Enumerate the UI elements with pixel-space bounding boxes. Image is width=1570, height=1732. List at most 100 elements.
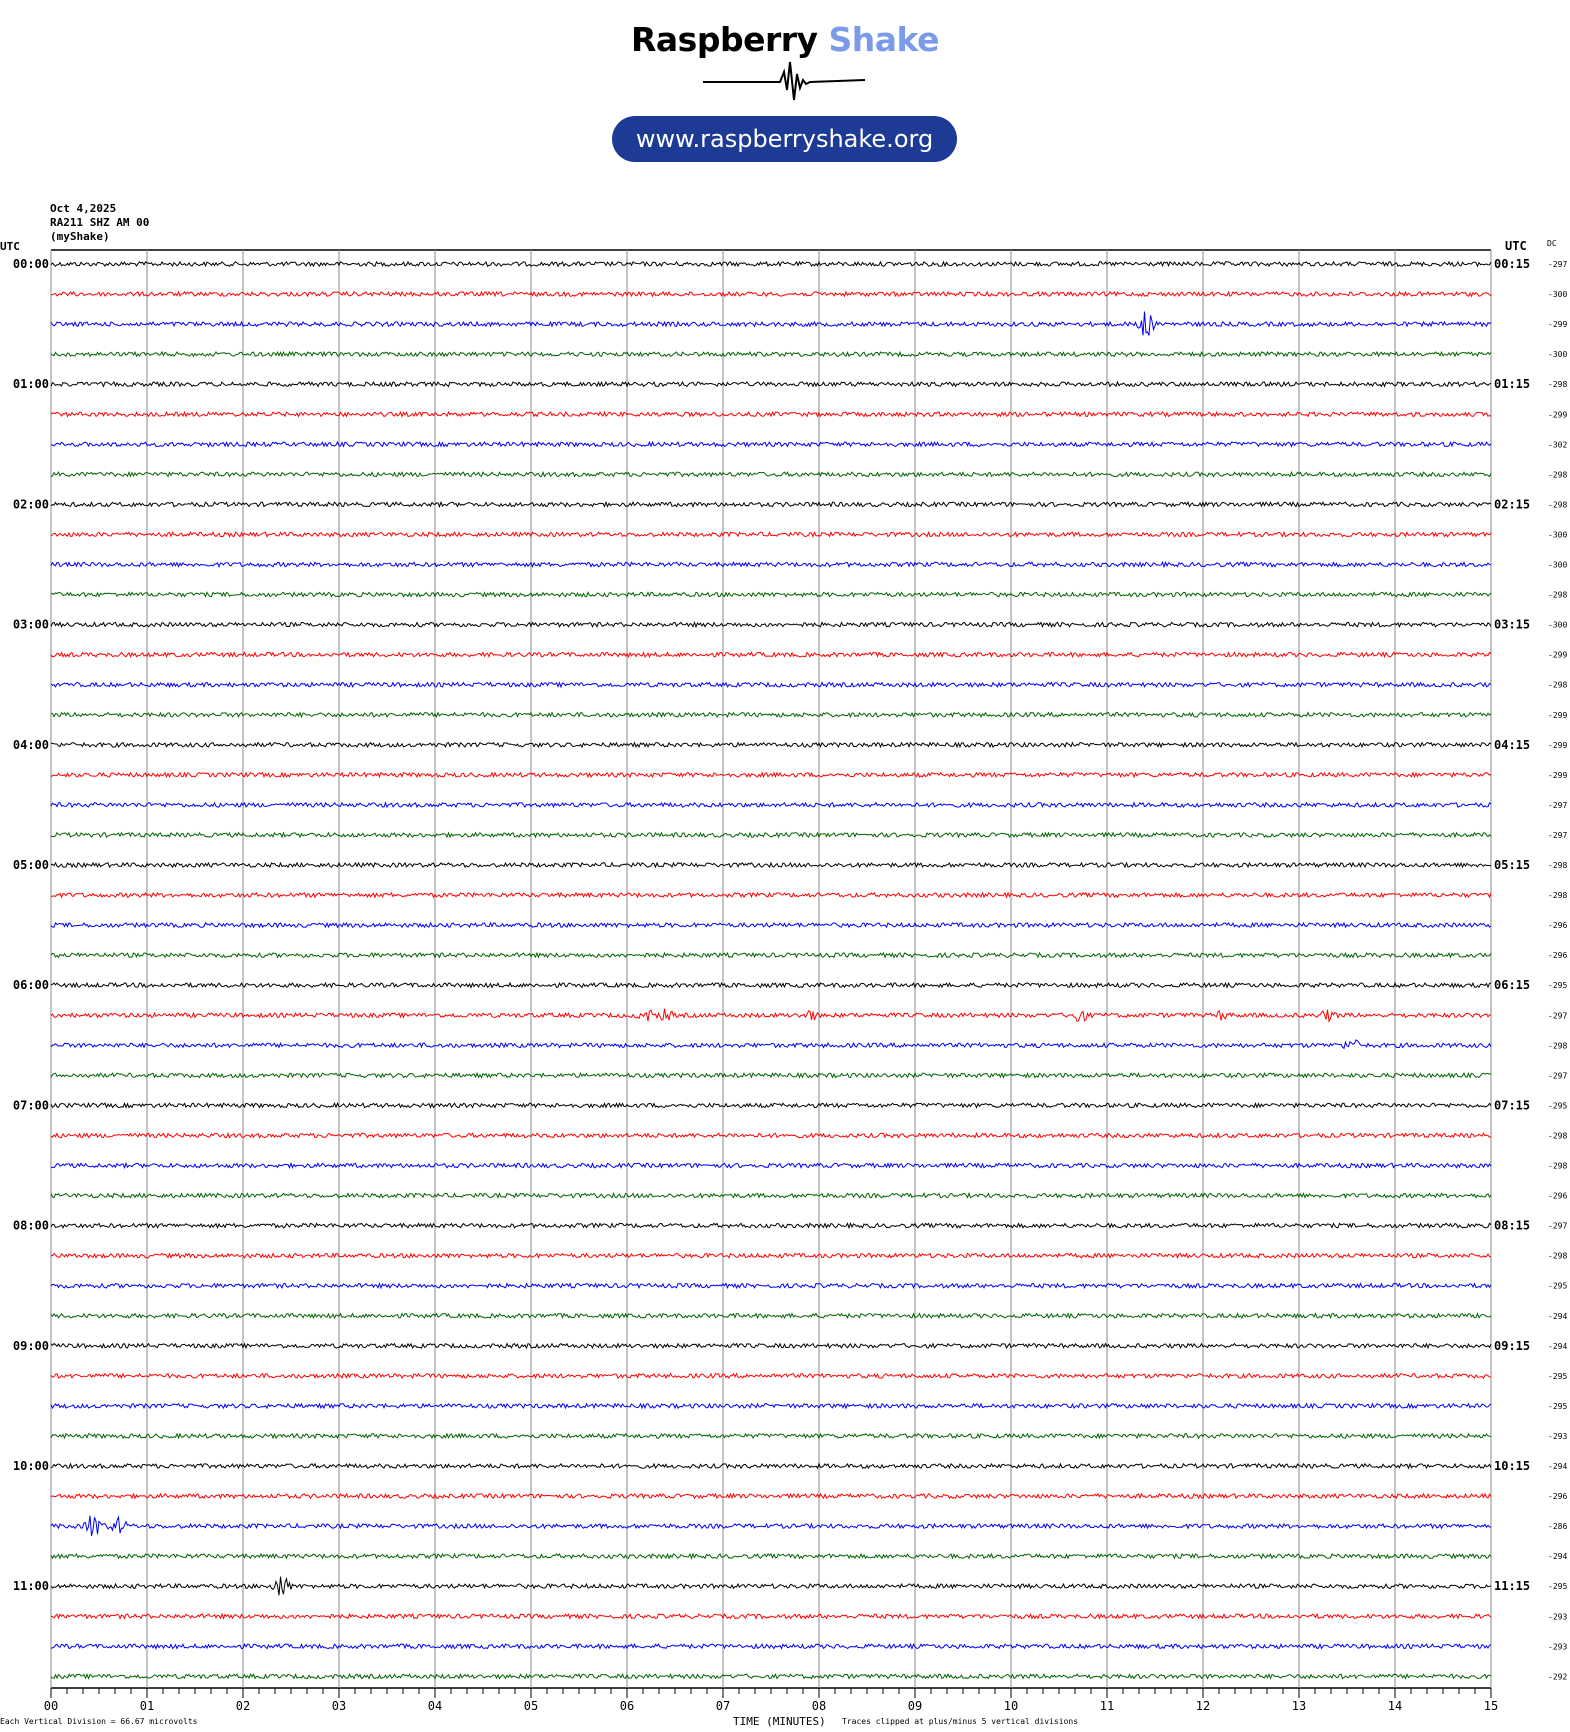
seismic-trace bbox=[50, 380, 1492, 388]
dc-offset-value: -293 bbox=[1548, 1612, 1567, 1621]
dc-offset-value: -300 bbox=[1548, 530, 1567, 539]
website-link[interactable]: www.raspberryshake.org bbox=[612, 116, 957, 162]
dc-offset-value: -299 bbox=[1548, 741, 1567, 750]
right-hour-label: 03:15 bbox=[1494, 618, 1530, 632]
x-tick-label: 04 bbox=[428, 1699, 442, 1713]
dc-offset-value: -298 bbox=[1548, 591, 1567, 600]
right-hour-label: 09:15 bbox=[1494, 1339, 1530, 1353]
seismic-trace bbox=[50, 1008, 1491, 1023]
dc-offset-value: -298 bbox=[1548, 500, 1567, 509]
seismic-trace bbox=[50, 771, 1492, 779]
dc-offset-value: -297 bbox=[1548, 831, 1567, 840]
dc-offset-value: -298 bbox=[1548, 380, 1567, 389]
left-hour-label: 10:00 bbox=[13, 1459, 49, 1473]
seismic-trace bbox=[50, 1131, 1492, 1139]
x-tick-label: 09 bbox=[908, 1699, 922, 1713]
seismic-trace bbox=[50, 1252, 1492, 1260]
right-hour-label: 07:15 bbox=[1494, 1098, 1530, 1112]
right-hour-label: 02:15 bbox=[1494, 497, 1530, 511]
dc-offset-value: -297 bbox=[1548, 1011, 1567, 1020]
seismic-trace bbox=[50, 951, 1492, 959]
dc-offset-value: -296 bbox=[1548, 1492, 1567, 1501]
x-tick-label: 15 bbox=[1484, 1699, 1498, 1713]
seismic-trace bbox=[50, 470, 1492, 478]
seismic-trace bbox=[50, 1432, 1492, 1440]
left-hour-label: 06:00 bbox=[13, 978, 49, 992]
seismic-trace bbox=[50, 290, 1492, 298]
left-hour-label: 01:00 bbox=[13, 377, 49, 391]
right-hour-label: 10:15 bbox=[1494, 1459, 1530, 1473]
clip-note: Traces clipped at plus/minus 5 vertical … bbox=[842, 1717, 1079, 1726]
dc-offset-value: -296 bbox=[1548, 951, 1567, 960]
right-hour-label: 08:15 bbox=[1494, 1219, 1530, 1233]
dc-offset-value: -298 bbox=[1548, 1131, 1567, 1140]
dc-offset-value: -297 bbox=[1548, 260, 1567, 269]
dc-offset-value: -298 bbox=[1548, 1041, 1567, 1050]
dc-offset-value: -295 bbox=[1548, 1402, 1567, 1411]
dc-offset-value: -299 bbox=[1548, 410, 1567, 419]
seismic-trace bbox=[50, 1221, 1492, 1230]
seismic-trace bbox=[50, 801, 1492, 809]
x-tick-label: 00 bbox=[44, 1699, 58, 1713]
x-tick-label: 01 bbox=[140, 1699, 154, 1713]
x-tick-label: 03 bbox=[332, 1699, 346, 1713]
seismic-trace bbox=[50, 1101, 1492, 1109]
seismic-trace bbox=[50, 711, 1492, 719]
seismic-trace bbox=[50, 1342, 1492, 1350]
dc-offset-value: -295 bbox=[1548, 981, 1567, 990]
seismic-trace bbox=[50, 1492, 1492, 1500]
seismic-trace bbox=[50, 530, 1492, 538]
seismic-trace bbox=[50, 891, 1492, 899]
x-tick-label: 07 bbox=[716, 1699, 730, 1713]
dc-offset-value: -299 bbox=[1548, 320, 1567, 329]
dc-offset-value: -299 bbox=[1548, 771, 1567, 780]
dc-offset-value: -286 bbox=[1548, 1522, 1567, 1531]
x-tick-label: 13 bbox=[1292, 1699, 1306, 1713]
dc-offset-value: -296 bbox=[1548, 921, 1567, 930]
logo-waveform-icon bbox=[703, 61, 866, 101]
dc-offset-value: -298 bbox=[1548, 1252, 1567, 1261]
dc-offset-value: -300 bbox=[1548, 621, 1567, 630]
logo-word-shake: Shake bbox=[828, 20, 940, 59]
dc-offset-value: -295 bbox=[1548, 1582, 1567, 1591]
seismic-trace bbox=[51, 1642, 1492, 1651]
seismic-trace bbox=[50, 1071, 1492, 1079]
left-hour-label: 03:00 bbox=[13, 618, 49, 632]
x-tick-label: 12 bbox=[1196, 1699, 1210, 1713]
seismic-trace bbox=[50, 861, 1492, 869]
dc-offset-value: -300 bbox=[1548, 561, 1567, 570]
dc-offset-value: -295 bbox=[1548, 1282, 1567, 1291]
seismic-trace bbox=[50, 1312, 1492, 1320]
seismic-trace bbox=[50, 651, 1492, 659]
dc-offset-value: -295 bbox=[1548, 1101, 1567, 1110]
seismic-trace bbox=[50, 591, 1492, 598]
dc-offset-value: -300 bbox=[1548, 350, 1567, 359]
dc-offset-value: -297 bbox=[1548, 1071, 1567, 1080]
seismic-trace bbox=[50, 981, 1492, 989]
dc-offset-value: -293 bbox=[1548, 1642, 1567, 1651]
left-hour-label: 09:00 bbox=[13, 1339, 49, 1353]
x-tick-label: 14 bbox=[1388, 1699, 1402, 1713]
right-hour-label: 06:15 bbox=[1494, 978, 1530, 992]
seismic-trace bbox=[50, 621, 1492, 629]
left-hour-label: 11:00 bbox=[13, 1579, 49, 1593]
seismic-trace bbox=[50, 741, 1492, 749]
logo-title: Raspberry Shake bbox=[0, 20, 1570, 59]
left-hour-label: 02:00 bbox=[13, 497, 49, 511]
date-label: Oct 4,2025 bbox=[50, 202, 117, 215]
dc-offset-value: -298 bbox=[1548, 470, 1567, 479]
left-hour-label: 07:00 bbox=[13, 1098, 49, 1112]
dc-offset-value: -299 bbox=[1548, 711, 1567, 720]
dc-offset-value: -294 bbox=[1548, 1342, 1567, 1351]
seismic-trace bbox=[50, 311, 1492, 336]
dc-offset-value: -294 bbox=[1548, 1552, 1567, 1561]
left-hour-label: 00:00 bbox=[13, 257, 49, 271]
right-utc-title: UTC bbox=[1505, 239, 1527, 253]
dc-offset-value: -298 bbox=[1548, 1162, 1567, 1171]
x-axis-title: TIME (MINUTES) bbox=[733, 1715, 826, 1728]
scale-note: Each Vertical Division = 66.67 microvolt… bbox=[0, 1717, 198, 1726]
left-utc-title: UTC bbox=[0, 240, 20, 253]
seismic-trace bbox=[50, 1372, 1492, 1380]
x-tick-label: 08 bbox=[812, 1699, 826, 1713]
